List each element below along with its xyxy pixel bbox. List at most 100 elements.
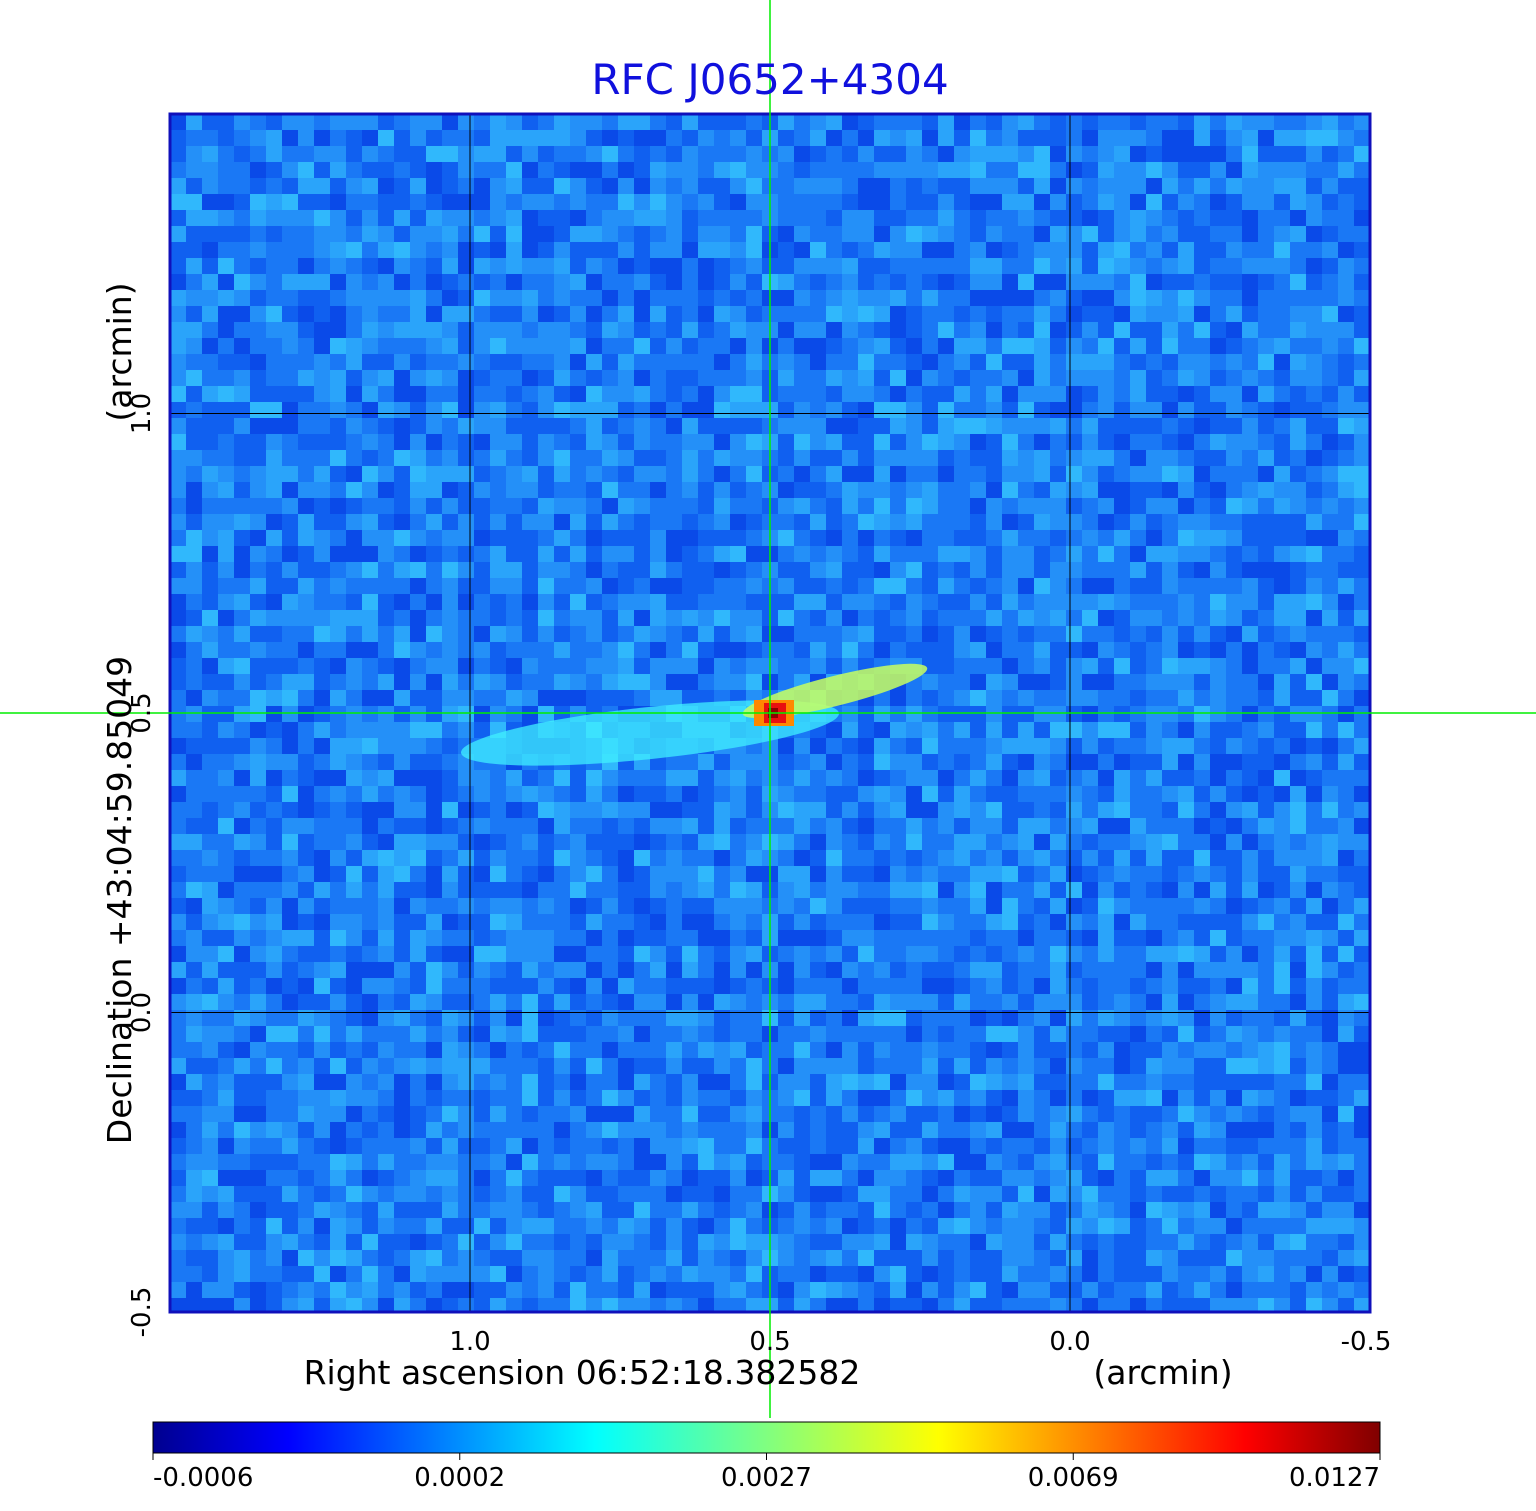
heatmap-cell xyxy=(1258,1154,1274,1170)
heatmap-cell xyxy=(266,866,282,882)
heatmap-cell xyxy=(1002,738,1018,754)
heatmap-cell xyxy=(1322,850,1338,866)
heatmap-cell xyxy=(1290,770,1306,786)
heatmap-cell xyxy=(1306,754,1322,770)
heatmap-cell xyxy=(890,946,906,962)
heatmap-cell xyxy=(730,546,746,562)
heatmap-cell xyxy=(842,1010,858,1026)
heatmap-cell xyxy=(970,210,986,226)
heatmap-cell xyxy=(634,642,650,658)
heatmap-cell xyxy=(1178,322,1194,338)
heatmap-cell xyxy=(1290,162,1306,178)
heatmap-cell xyxy=(586,562,602,578)
heatmap-cell xyxy=(330,530,346,546)
heatmap-cell xyxy=(442,930,458,946)
heatmap-cell xyxy=(1162,546,1178,562)
heatmap-cell xyxy=(842,402,858,418)
heatmap-cell xyxy=(474,306,490,322)
heatmap-cell xyxy=(858,1138,874,1154)
heatmap-cell xyxy=(1194,978,1210,994)
heatmap-cell xyxy=(314,786,330,802)
heatmap-cell xyxy=(1034,354,1050,370)
heatmap-cell xyxy=(202,818,218,834)
heatmap-cell xyxy=(1034,226,1050,242)
heatmap-cell xyxy=(906,1074,922,1090)
heatmap-cell xyxy=(1066,738,1082,754)
heatmap-cell xyxy=(186,114,202,130)
heatmap-cell xyxy=(490,882,506,898)
heatmap-cell xyxy=(522,258,538,274)
heatmap-cell xyxy=(1002,1026,1018,1042)
heatmap-cell xyxy=(458,450,474,466)
heatmap-cell xyxy=(1018,978,1034,994)
heatmap-cell xyxy=(1098,578,1114,594)
heatmap-cell xyxy=(1018,1058,1034,1074)
heatmap-cell xyxy=(1274,1074,1290,1090)
heatmap-cell xyxy=(1210,738,1226,754)
heatmap-cell xyxy=(746,994,762,1010)
heatmap-cell xyxy=(602,1170,618,1186)
heatmap-cell xyxy=(666,882,682,898)
heatmap-cell xyxy=(522,978,538,994)
heatmap-cell xyxy=(634,1122,650,1138)
heatmap-cell xyxy=(458,578,474,594)
heatmap-cell xyxy=(362,1122,378,1138)
heatmap-cell xyxy=(954,594,970,610)
heatmap-cell xyxy=(346,482,362,498)
heatmap-cell xyxy=(1162,434,1178,450)
heatmap-cell xyxy=(1002,1154,1018,1170)
heatmap-cell xyxy=(1242,818,1258,834)
heatmap-cell xyxy=(1066,754,1082,770)
heatmap-cell xyxy=(698,386,714,402)
heatmap-cell xyxy=(1290,114,1306,130)
heatmap-cell xyxy=(1242,210,1258,226)
heatmap-cell xyxy=(1034,706,1050,722)
heatmap-cell xyxy=(1194,786,1210,802)
heatmap-cell xyxy=(1258,178,1274,194)
heatmap-cell xyxy=(1082,226,1098,242)
heatmap-cell xyxy=(1306,178,1322,194)
heatmap-cell xyxy=(1178,818,1194,834)
heatmap-cell xyxy=(426,274,442,290)
heatmap-cell xyxy=(986,626,1002,642)
heatmap-cell xyxy=(586,946,602,962)
heatmap-cell xyxy=(538,258,554,274)
heatmap-cell xyxy=(1002,402,1018,418)
heatmap-cell xyxy=(1226,338,1242,354)
heatmap-cell xyxy=(1018,866,1034,882)
heatmap-cell xyxy=(282,1042,298,1058)
heatmap-cell xyxy=(890,130,906,146)
heatmap-cell xyxy=(442,306,458,322)
heatmap-cell xyxy=(842,978,858,994)
heatmap-cell xyxy=(922,466,938,482)
heatmap-cell xyxy=(938,578,954,594)
heatmap-cell xyxy=(698,946,714,962)
heatmap-cell xyxy=(810,242,826,258)
heatmap-cell xyxy=(570,1010,586,1026)
heatmap-cell xyxy=(906,354,922,370)
heatmap-cell xyxy=(522,1058,538,1074)
heatmap-cell xyxy=(666,1154,682,1170)
heatmap-cell xyxy=(1338,514,1354,530)
heatmap-cell xyxy=(842,834,858,850)
heatmap-cell xyxy=(954,914,970,930)
heatmap-cell xyxy=(938,562,954,578)
heatmap-cell xyxy=(298,866,314,882)
heatmap-cell xyxy=(682,818,698,834)
heatmap-cell xyxy=(490,242,506,258)
heatmap-cell xyxy=(1146,930,1162,946)
heatmap-cell xyxy=(346,418,362,434)
heatmap-cell xyxy=(538,626,554,642)
heatmap-cell xyxy=(1306,1138,1322,1154)
heatmap-cell xyxy=(362,1058,378,1074)
heatmap-cell xyxy=(986,738,1002,754)
heatmap-cell xyxy=(1258,418,1274,434)
heatmap-cell xyxy=(1066,1106,1082,1122)
heatmap-cell xyxy=(954,978,970,994)
heatmap-cell xyxy=(378,610,394,626)
heatmap-cell xyxy=(1114,1026,1130,1042)
heatmap-cell xyxy=(1210,946,1226,962)
heatmap-cell xyxy=(202,418,218,434)
heatmap-cell xyxy=(826,834,842,850)
heatmap-cell xyxy=(1114,130,1130,146)
